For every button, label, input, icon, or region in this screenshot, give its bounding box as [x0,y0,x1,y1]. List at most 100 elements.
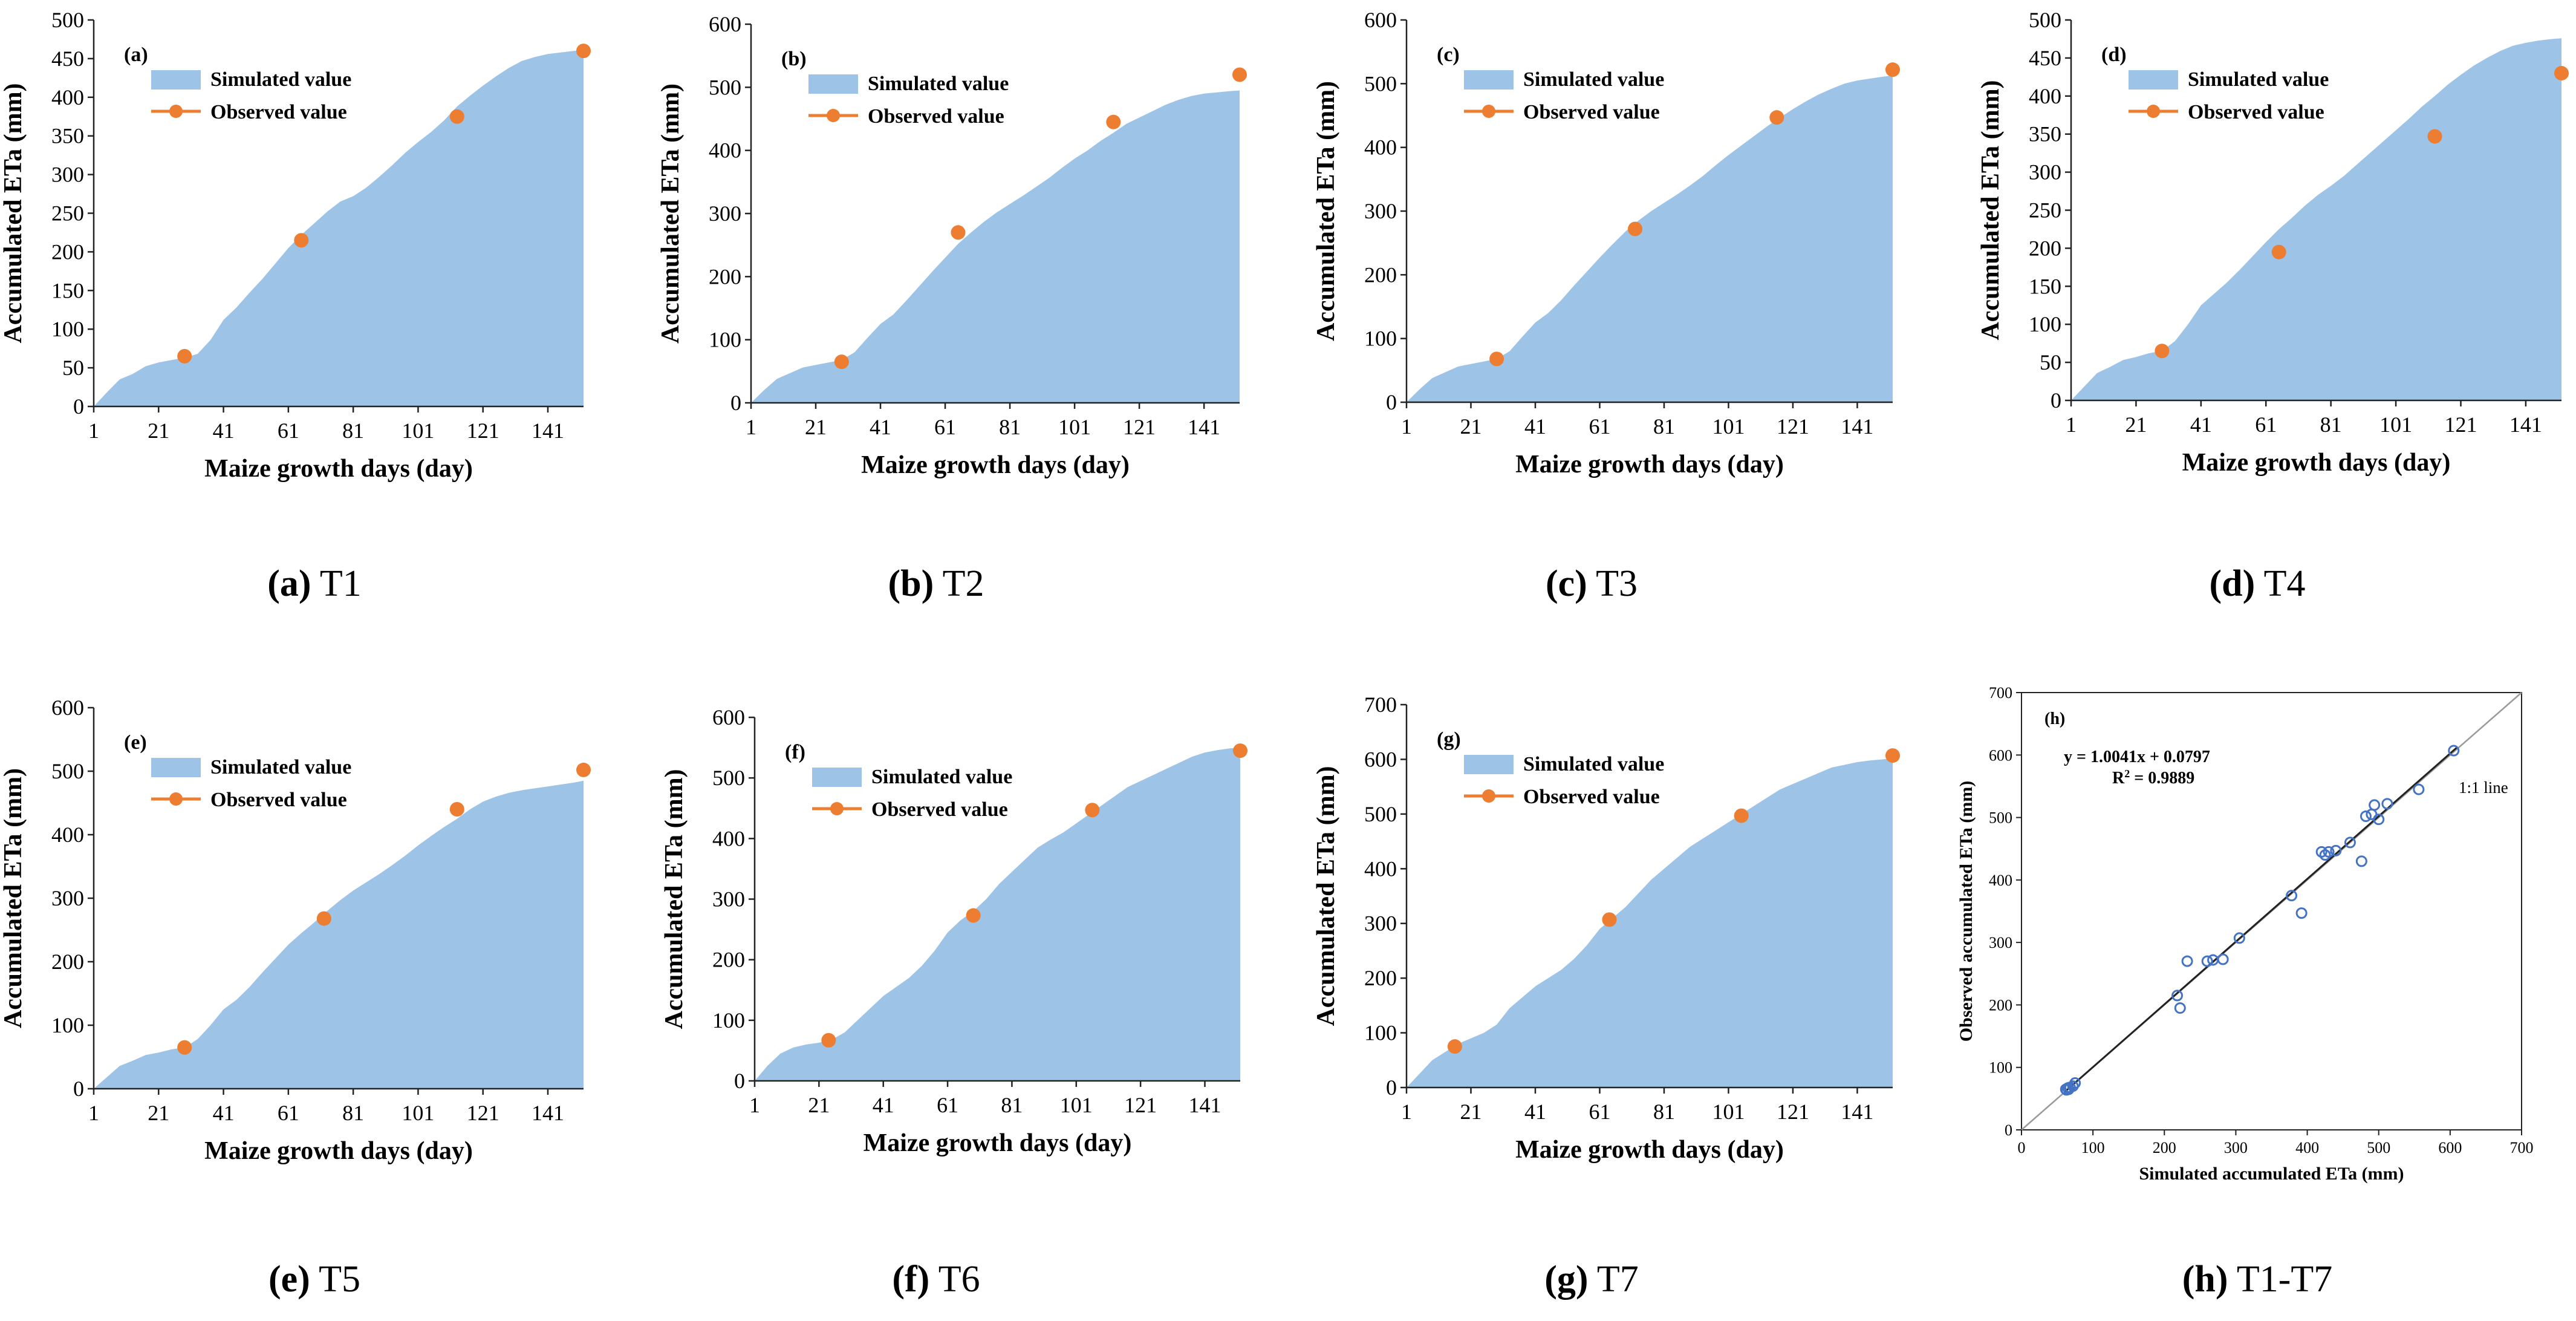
x-tick-label: 101 [402,1101,434,1125]
y-tick-label: 400 [2029,84,2061,108]
x-axis-label: Simulated accumulated ETa (mm) [2139,1164,2404,1184]
y-tick-label: 400 [712,826,745,850]
x-tick-label: 41 [873,1093,894,1117]
observed-point [1233,743,1247,758]
y-axis-label: Accumulated ETa (mm) [0,768,27,1028]
panel-label: (c) [1437,44,1460,66]
simulated-area [755,748,1240,1081]
panel-caption: (e) T5 [268,1259,360,1300]
y-tick-label: 200 [709,264,741,289]
x-tick-label: 101 [1060,1093,1093,1117]
x-tick-label: 61 [934,415,956,439]
simulated-area [2071,38,2561,400]
observed-point [2271,244,2286,259]
y-tick-label: 600 [51,696,84,720]
panel-caption: (g) T7 [1544,1259,1639,1300]
y-tick-label: 0 [2005,1121,2012,1139]
y-tick-label: 100 [1989,1059,2012,1077]
scatter-point [2448,745,2460,757]
legend-observed-label: Observed value [1523,101,1660,123]
x-axis-label: Maize growth days (day) [1515,1136,1784,1164]
x-tick-label: 41 [1524,1100,1546,1124]
legend-simulated-label: Simulated value [1523,753,1664,775]
y-tick-label: 400 [1364,856,1397,881]
y-axis-label: Accumulated ETa (mm) [1312,81,1340,341]
y-tick-label: 0 [1386,1075,1397,1100]
x-tick-label: 141 [532,419,564,443]
scatter-point [2217,953,2229,965]
observed-point [1769,110,1784,125]
y-tick-label: 600 [1989,746,2012,764]
y-axis-label: Observed accumulated ETa (mm) [1956,781,1976,1042]
panel-label: (f) [785,741,805,763]
x-tick-label: 121 [1777,414,1809,439]
x-tick-label: 61 [278,419,299,443]
x-tick-label: 200 [2153,1139,2176,1156]
panel-caption: (a) T1 [267,563,362,604]
x-tick-label: 61 [937,1093,958,1117]
x-tick-label: 41 [213,1101,235,1125]
y-axis-label: Accumulated ETa (mm) [660,769,688,1029]
observed-point [449,109,464,124]
scatter-point [2174,1002,2186,1014]
scatter-point [2233,932,2245,944]
x-tick-label: 100 [2081,1139,2105,1156]
x-tick-label: 1 [1401,414,1412,439]
x-tick-label: 41 [870,415,891,439]
x-tick-label: 1 [746,415,756,439]
y-tick-label: 100 [1364,1021,1397,1045]
r-squared-label: R2 = 0.9889 [2112,768,2194,788]
legend-simulated-swatch [808,74,858,94]
legend-observed-label: Observed value [871,798,1008,821]
y-tick-label: 50 [2040,350,2061,374]
x-tick-label: 400 [2295,1139,2319,1156]
observed-point [294,233,309,248]
observed-point [834,354,849,370]
legend-observed-marker [1482,105,1495,118]
x-tick-label: 300 [2224,1139,2248,1156]
y-tick-label: 500 [1989,809,2012,827]
y-tick-label: 200 [51,950,84,974]
y-tick-label: 300 [51,163,84,187]
x-tick-label: 81 [1653,1100,1675,1124]
x-tick-label: 141 [1189,1093,1221,1117]
observed-point [2554,66,2569,81]
y-tick-label: 100 [2029,312,2061,336]
x-tick-label: 21 [805,415,827,439]
y-tick-label: 500 [1364,802,1397,826]
y-axis-label: Accumulated ETa (mm) [0,83,27,343]
scatter-point [2181,955,2193,967]
legend-simulated-swatch [151,70,201,90]
x-tick-label: 81 [1653,414,1675,439]
scatter-point [2369,799,2381,811]
y-tick-label: 600 [709,12,741,36]
scatter-point [2344,837,2356,849]
observed-point [1232,67,1247,82]
y-tick-label: 250 [51,201,84,226]
x-tick-label: 101 [2379,413,2412,437]
y-tick-label: 400 [1364,135,1397,160]
x-tick-label: 61 [1589,414,1610,439]
x-tick-label: 81 [342,1101,364,1125]
y-tick-label: 600 [1364,8,1397,32]
y-tick-label: 100 [709,328,741,352]
regression-equation: y = 1.0041x + 0.0797 [2064,748,2210,766]
y-tick-label: 700 [1364,693,1397,717]
scatter-point [2413,783,2425,795]
y-tick-label: 0 [73,1077,84,1101]
x-tick-label: 61 [2255,413,2277,437]
y-tick-label: 300 [1989,934,2012,951]
x-tick-label: 141 [1188,415,1220,439]
panel-label: (h) [2044,709,2065,728]
y-tick-label: 400 [51,85,84,109]
legend-simulated-swatch [1464,70,1514,90]
y-tick-label: 450 [2029,46,2061,70]
legend-observed-marker [827,109,840,122]
x-axis-label: Maize growth days (day) [864,1129,1132,1157]
simulated-area [94,780,584,1089]
observed-point [449,802,464,817]
y-tick-label: 100 [1364,327,1397,351]
